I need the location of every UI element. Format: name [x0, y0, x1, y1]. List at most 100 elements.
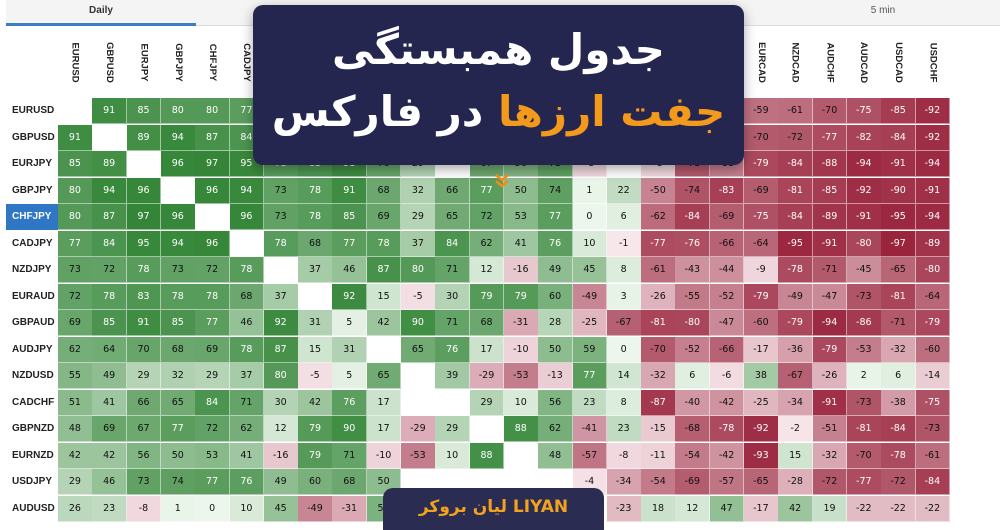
correlation-cell: 42 — [366, 310, 402, 336]
correlation-cell: 0 — [606, 336, 642, 363]
column-header[interactable]: EURJPY — [127, 28, 161, 96]
row-header[interactable]: AUDUSD — [12, 502, 55, 514]
correlation-cell: 46 — [92, 469, 128, 495]
correlation-cell: 32 — [401, 177, 436, 204]
row-header[interactable]: CADCHF — [12, 396, 55, 408]
correlation-cell: 8 — [606, 257, 642, 283]
correlation-cell: -54 — [675, 442, 711, 469]
column-header[interactable]: GBPJPY — [161, 28, 195, 96]
row-header[interactable]: GBPJPY — [12, 184, 53, 196]
correlation-cell: 12 — [675, 495, 711, 522]
correlation-cell: -2 — [778, 416, 814, 442]
correlation-cell: 49 — [538, 257, 573, 283]
correlation-cell: 73 — [263, 177, 299, 204]
column-header-label: CADJPY — [241, 42, 253, 82]
correlation-cell: -90 — [881, 177, 916, 204]
row-header[interactable]: EURUSD — [12, 105, 55, 116]
correlation-cell: -76 — [675, 230, 711, 257]
correlation-cell: 69 — [92, 416, 128, 442]
correlation-cell: -79 — [778, 310, 814, 336]
correlation-cell: 74 — [538, 177, 573, 204]
column-header-label: AUDCAD — [858, 41, 870, 83]
correlation-cell — [366, 336, 402, 363]
row-header[interactable]: AUDJPY — [12, 343, 53, 355]
title-line-2: جفت ارزها در فارکس — [253, 87, 744, 136]
column-header[interactable]: USDCHF — [916, 28, 950, 96]
correlation-cell: -69 — [675, 469, 711, 495]
correlation-cell: -78 — [881, 442, 916, 469]
correlation-cell: 41 — [229, 442, 265, 469]
row-header[interactable]: NZDJPY — [12, 264, 52, 275]
row-header[interactable]: NZDUSD — [12, 370, 54, 381]
correlation-cell: -84 — [675, 204, 711, 230]
row-header[interactable]: USDJPY — [12, 476, 53, 487]
correlation-cell: -29 — [469, 363, 505, 389]
row-header[interactable]: EURNZD — [12, 449, 54, 461]
correlation-cell: 8 — [606, 389, 642, 416]
correlation-cell: 66 — [126, 389, 162, 416]
correlation-cell: 22 — [606, 177, 642, 204]
correlation-cell: -84 — [881, 124, 916, 151]
correlation-cell: 3 — [606, 283, 642, 310]
correlation-cell: -61 — [641, 257, 676, 283]
correlation-cell: -92 — [915, 124, 951, 151]
correlation-cell: 29 — [401, 204, 436, 230]
correlation-cell: 84 — [195, 389, 230, 416]
correlation-cell: 78 — [92, 283, 128, 310]
correlation-cell: -47 — [709, 310, 745, 336]
row-header[interactable]: EURAUD — [12, 290, 55, 302]
correlation-cell: 5 — [332, 310, 368, 336]
correlation-cell: 23 — [572, 389, 608, 416]
correlation-cell — [469, 416, 505, 442]
correlation-cell: 94 — [92, 177, 128, 204]
correlation-cell: 96 — [195, 230, 230, 257]
correlation-cell: 69 — [195, 336, 230, 363]
row-header[interactable]: EURJPY — [12, 158, 53, 169]
column-header[interactable]: CHFJPY — [195, 28, 229, 96]
correlation-cell: -38 — [881, 389, 916, 416]
row-header[interactable]: CADJPY — [12, 237, 53, 249]
column-header[interactable]: USDCAD — [881, 28, 915, 96]
correlation-cell: 60 — [538, 283, 573, 310]
correlation-cell: -41 — [572, 416, 608, 442]
correlation-cell: 62 — [538, 416, 573, 442]
correlation-cell: 96 — [195, 177, 230, 204]
correlation-cell: -95 — [881, 204, 916, 230]
correlation-cell: 80 — [195, 98, 230, 124]
correlation-cell: 49 — [263, 469, 299, 495]
correlation-cell: 91 — [126, 310, 162, 336]
correlation-cell: 41 — [92, 389, 128, 416]
correlation-cell: -74 — [675, 177, 711, 204]
correlation-cell: 12 — [263, 416, 299, 442]
column-header[interactable]: AUDCAD — [847, 28, 881, 96]
tab-daily[interactable]: Daily — [6, 0, 196, 26]
tab-5-min[interactable]: 5 min — [766, 0, 1000, 26]
column-header[interactable]: NZDCAD — [778, 28, 812, 96]
correlation-cell: -16 — [263, 442, 299, 469]
correlation-cell: 68 — [298, 230, 333, 257]
correlation-cell: 92 — [263, 310, 299, 336]
correlation-cell: 29 — [435, 416, 471, 442]
column-header[interactable]: GBPUSD — [92, 28, 126, 96]
row-header[interactable]: GBPNZD — [12, 423, 55, 434]
correlation-cell: -67 — [778, 363, 814, 389]
correlation-cell: -28 — [778, 469, 814, 495]
correlation-cell: 19 — [812, 495, 848, 522]
correlation-cell: 56 — [538, 389, 573, 416]
correlation-cell: -70 — [812, 98, 848, 124]
row-header[interactable]: GBPAUD — [12, 317, 55, 328]
column-header[interactable]: EURUSD — [58, 28, 92, 96]
row-header[interactable]: GBPUSD — [12, 131, 55, 143]
column-header[interactable]: AUDCHF — [813, 28, 847, 96]
correlation-cell: 23 — [92, 495, 128, 522]
correlation-cell: -23 — [606, 495, 642, 522]
title-rest: در فارکس — [271, 87, 484, 136]
correlation-cell: 15 — [366, 283, 402, 310]
row-header[interactable]: CHFJPY — [6, 204, 58, 230]
correlation-cell: -60 — [744, 310, 779, 336]
correlation-cell: 73 — [263, 204, 299, 230]
correlation-cell: 68 — [332, 469, 368, 495]
column-header[interactable]: EURCAD — [744, 28, 778, 96]
column-header-label: USDCHF — [927, 42, 939, 82]
correlation-cell: 1 — [160, 495, 196, 522]
